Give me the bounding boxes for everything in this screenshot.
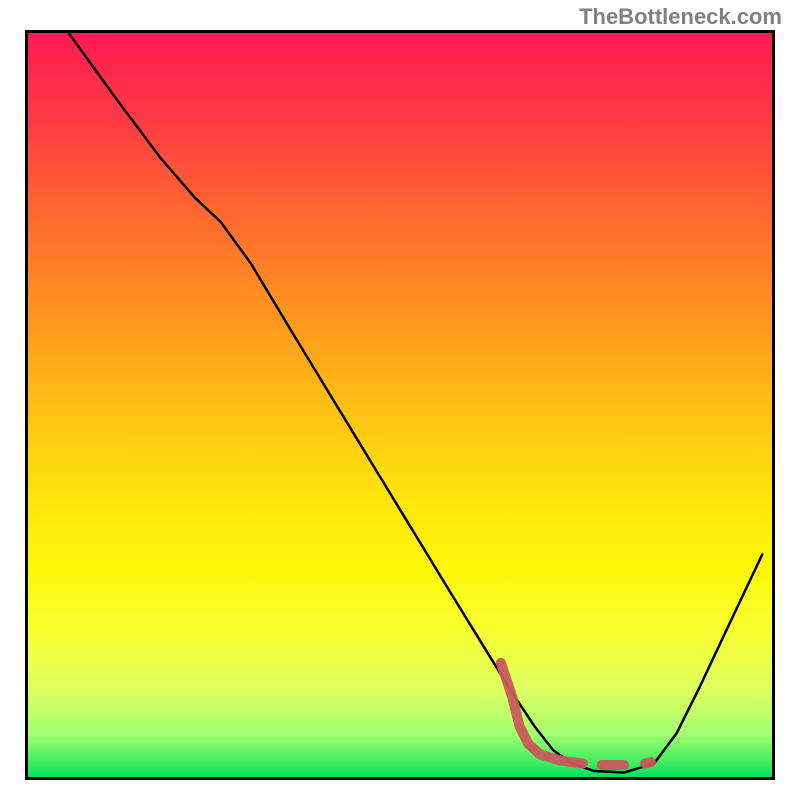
chart-svg <box>25 30 775 780</box>
attribution-label: TheBottleneck.com <box>579 4 782 30</box>
bottleneck-chart <box>25 30 775 780</box>
